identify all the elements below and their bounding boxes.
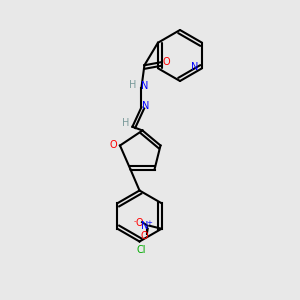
Text: O: O — [140, 231, 148, 241]
Text: N: N — [191, 62, 198, 72]
Text: N: N — [142, 101, 150, 111]
Text: N: N — [141, 81, 148, 91]
Text: +: + — [146, 220, 152, 226]
Text: O: O — [163, 57, 170, 67]
Text: -: - — [133, 218, 136, 224]
Text: Cl: Cl — [136, 245, 146, 255]
Text: O: O — [135, 218, 143, 228]
Text: H: H — [129, 80, 136, 90]
Text: H: H — [122, 118, 130, 128]
Text: N: N — [141, 221, 149, 231]
Text: O: O — [110, 140, 117, 151]
